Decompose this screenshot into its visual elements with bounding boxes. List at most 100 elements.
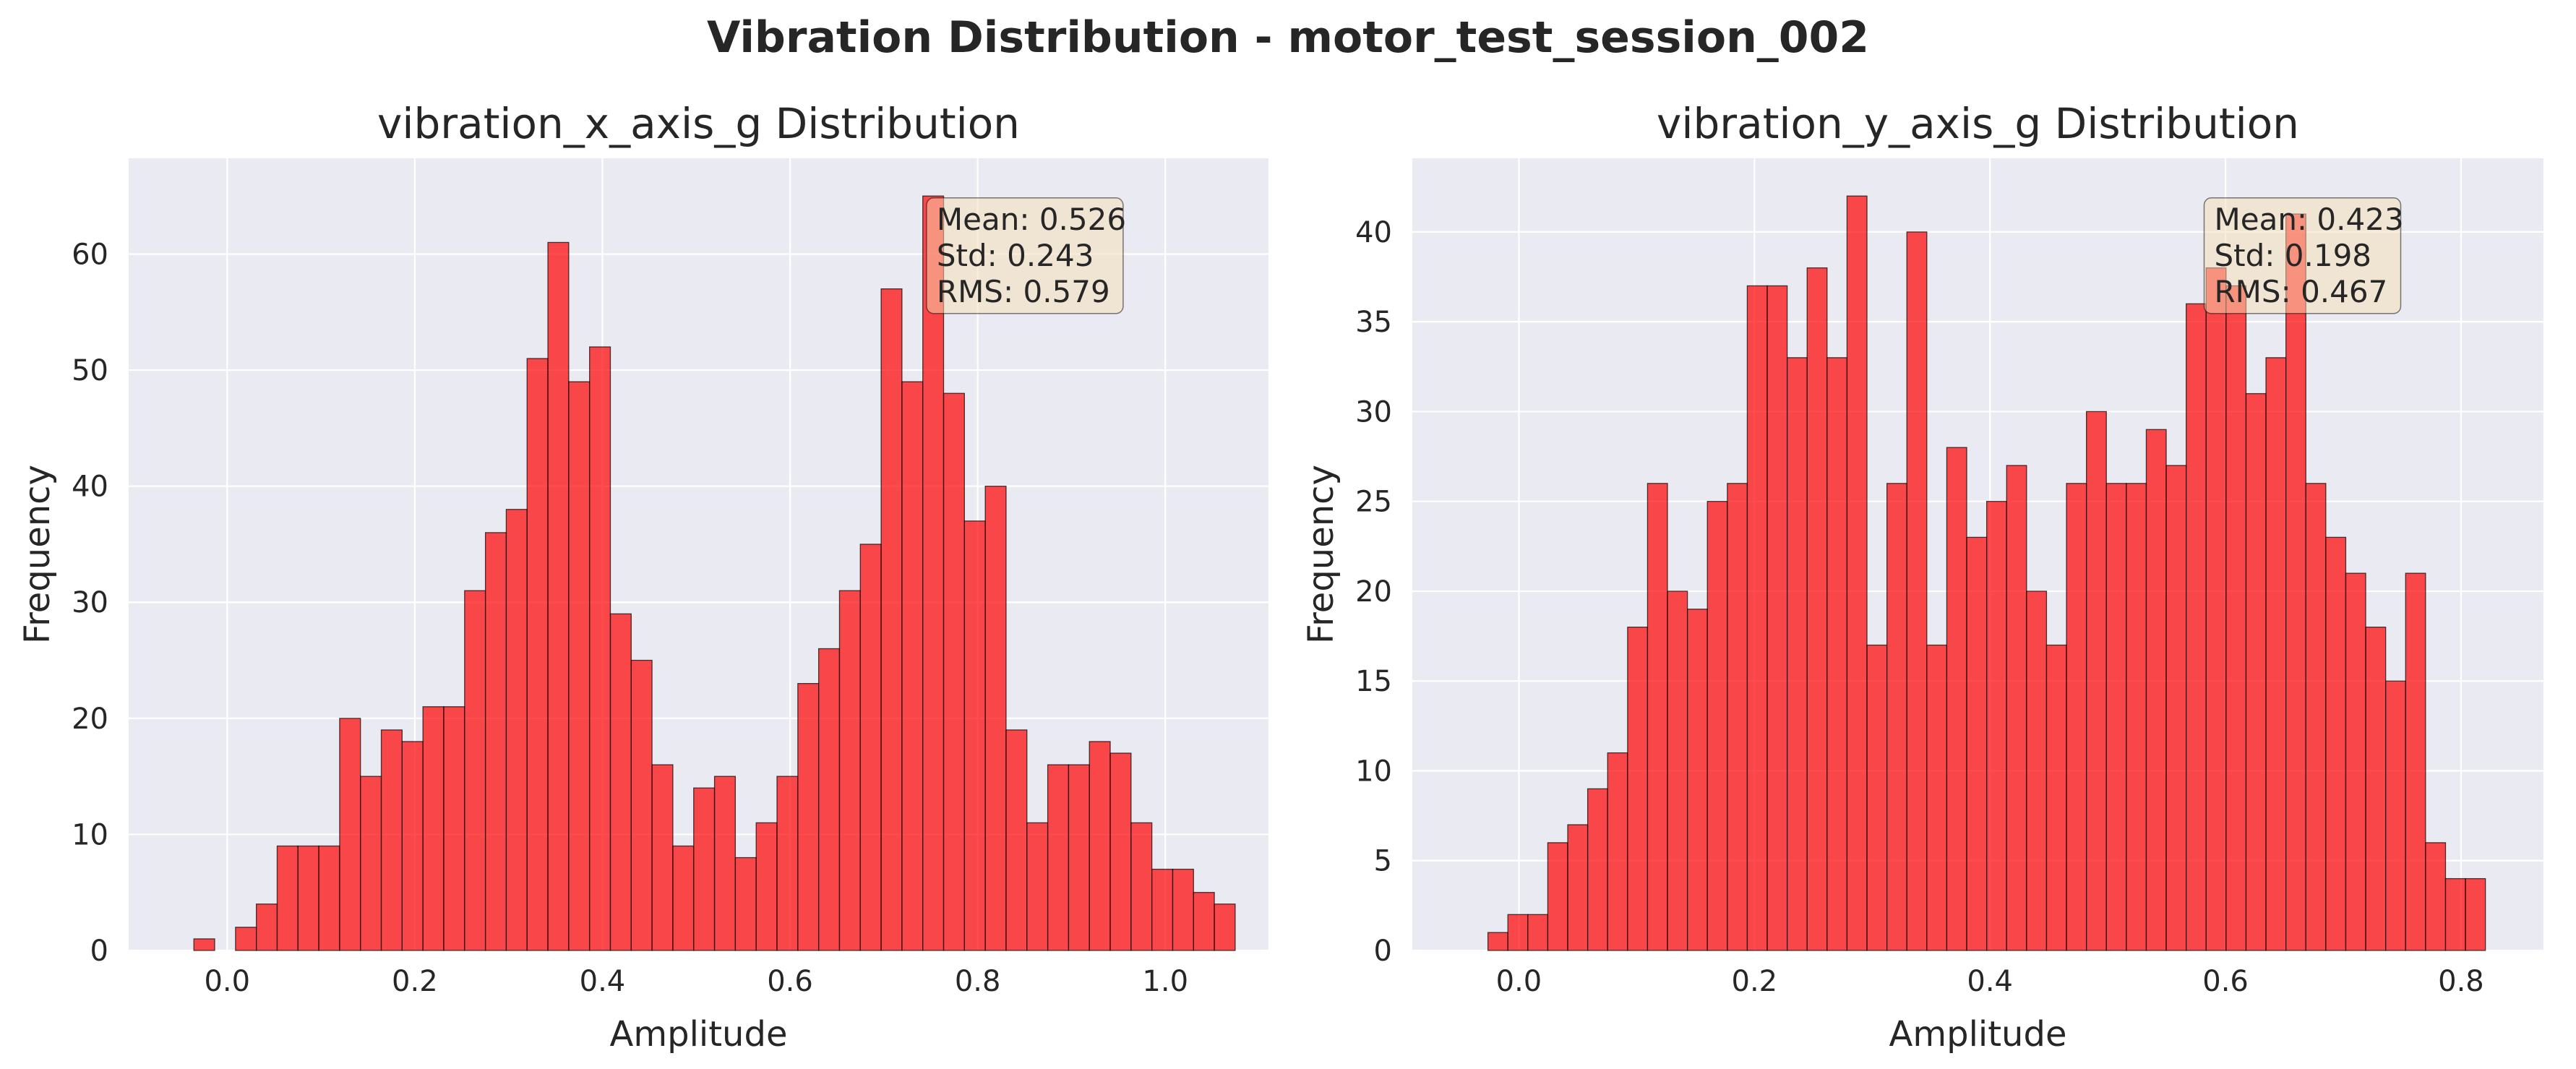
histogram-bar bbox=[2225, 285, 2247, 951]
stats-box: Mean: 0.526 Std: 0.243 RMS: 0.579 bbox=[926, 197, 1126, 314]
histogram-bar bbox=[2325, 536, 2347, 951]
histogram-bar bbox=[817, 648, 841, 951]
histogram-bar bbox=[1906, 231, 1928, 951]
histogram-bar bbox=[1886, 483, 1907, 951]
histogram-bar bbox=[2345, 572, 2366, 951]
histogram-bar bbox=[693, 787, 716, 951]
x-tick-label: 0.2 bbox=[1732, 965, 1778, 998]
y-axis-label: Frequency bbox=[1301, 465, 1341, 644]
histogram-bar bbox=[2305, 483, 2327, 951]
x-tick-label: 0.4 bbox=[1967, 965, 2013, 998]
y-tick-label: 10 bbox=[1355, 755, 1392, 788]
histogram-bar bbox=[1172, 868, 1194, 951]
histogram-bar bbox=[2085, 411, 2107, 951]
histogram-bar bbox=[1026, 822, 1049, 951]
histogram-bar bbox=[1985, 501, 2007, 951]
stats-rms: RMS: 0.579 bbox=[937, 274, 1110, 309]
y-tick-label: 60 bbox=[72, 238, 108, 271]
y-tick-label: 20 bbox=[1355, 575, 1392, 609]
x-tick-label: 0.0 bbox=[204, 965, 250, 998]
histogram-bar bbox=[2245, 392, 2267, 951]
histogram-bar bbox=[380, 729, 403, 951]
histogram-bar bbox=[422, 706, 445, 951]
y-tick-label: 0 bbox=[90, 935, 108, 968]
stats-mean: Mean: 0.526 bbox=[937, 202, 1126, 237]
histogram-bar bbox=[2205, 267, 2227, 951]
x-tick-label: 0.8 bbox=[955, 965, 1001, 998]
histogram-bar bbox=[505, 509, 528, 951]
histogram-bar bbox=[1926, 644, 1948, 951]
histogram-bar bbox=[1946, 447, 1967, 951]
histogram-bar bbox=[2465, 877, 2486, 951]
y-tick-label: 50 bbox=[72, 354, 108, 387]
histogram-bar bbox=[672, 845, 695, 951]
histogram-bar bbox=[2405, 572, 2426, 951]
y-tick-labels: 0 5 10 15 20 25 30 35 40 bbox=[1355, 216, 1392, 968]
histogram-bar bbox=[1507, 914, 1529, 951]
panel-title: vibration_y_axis_g Distribution bbox=[1657, 99, 2299, 148]
histogram-bar bbox=[589, 346, 611, 951]
y-tick-label: 30 bbox=[1355, 395, 1392, 429]
histogram-bar bbox=[2265, 357, 2287, 951]
histogram-bar bbox=[859, 544, 882, 951]
histogram-bar bbox=[1089, 741, 1111, 951]
histogram-bar bbox=[2444, 877, 2466, 951]
histogram-bar bbox=[339, 718, 361, 951]
stats-rms: RMS: 0.467 bbox=[2215, 274, 2388, 309]
histogram-bar bbox=[1068, 764, 1090, 951]
histogram-bar bbox=[1109, 752, 1132, 951]
stats-box-background bbox=[2203, 197, 2402, 314]
histogram-bar bbox=[1487, 932, 1508, 951]
histogram-bar bbox=[1846, 195, 1868, 951]
histogram-bar bbox=[776, 776, 799, 951]
histogram-bar bbox=[2145, 429, 2167, 951]
histogram-bar bbox=[2285, 213, 2306, 951]
histogram-bar bbox=[1607, 752, 1628, 951]
histogram-bar bbox=[1527, 914, 1549, 951]
y-tick-labels: 0 10 20 30 40 50 60 bbox=[72, 238, 108, 968]
histogram-bar bbox=[297, 845, 319, 951]
x-axis-label: Amplitude bbox=[1889, 1014, 2067, 1055]
histogram-bar bbox=[880, 288, 903, 951]
histogram-bar bbox=[1647, 483, 1668, 951]
y-tick-label: 5 bbox=[1374, 845, 1392, 878]
histogram-bar bbox=[1766, 285, 1788, 951]
histogram-bar bbox=[755, 822, 778, 951]
histogram-bar bbox=[734, 857, 757, 951]
y-tick-label: 0 bbox=[1374, 935, 1392, 968]
x-tick-labels: 0.0 0.2 0.4 0.6 0.8 1.0 bbox=[204, 965, 1188, 998]
stats-mean: Mean: 0.423 bbox=[2215, 202, 2404, 237]
histogram-bar bbox=[193, 938, 215, 951]
stats-box-background bbox=[926, 197, 1124, 314]
y-tick-label: 20 bbox=[72, 703, 108, 736]
histogram-bar bbox=[547, 241, 570, 951]
histogram-bar bbox=[464, 590, 486, 951]
histogram-bar bbox=[1047, 764, 1070, 951]
histogram-bar bbox=[1005, 729, 1028, 951]
histogram-bar bbox=[2385, 680, 2406, 951]
histogram-bar bbox=[401, 741, 424, 951]
histogram-bar bbox=[2186, 303, 2207, 951]
histogram-bar bbox=[2425, 842, 2447, 951]
panel-title: vibration_x_axis_g Distribution bbox=[377, 99, 1020, 148]
histogram-bar bbox=[1706, 501, 1728, 951]
histogram-bar bbox=[1587, 788, 1608, 951]
histogram-bar bbox=[1966, 536, 1988, 951]
histogram-bar bbox=[1547, 842, 1568, 951]
histogram-bar bbox=[1826, 357, 1848, 951]
histogram-bar bbox=[609, 613, 632, 951]
histogram-bar bbox=[922, 195, 945, 951]
histogram-bar bbox=[1567, 824, 1589, 951]
histogram-bar bbox=[1627, 627, 1649, 951]
stats-std: Std: 0.198 bbox=[2215, 238, 2372, 273]
histogram-bar bbox=[1193, 892, 1215, 951]
histogram-bar bbox=[318, 845, 340, 951]
histogram-bars bbox=[193, 195, 1236, 951]
histogram-bar bbox=[2105, 483, 2127, 951]
histogram-bar bbox=[1786, 357, 1808, 951]
histogram-bar bbox=[2066, 483, 2087, 951]
panel-x-axis: 0 10 20 30 40 50 60 0.0 0.2 0.4 0.6 0.8 1.0 vibrati… bbox=[17, 99, 1268, 1055]
x-tick-label: 0.4 bbox=[580, 965, 626, 998]
histogram-bar bbox=[963, 520, 986, 951]
